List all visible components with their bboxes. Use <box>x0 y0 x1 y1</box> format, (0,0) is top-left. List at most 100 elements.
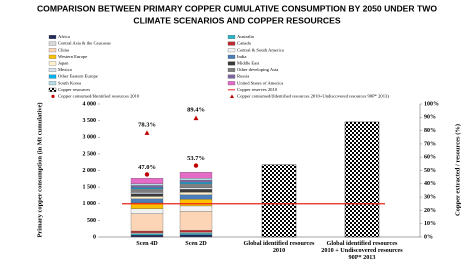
y2-tick-label: 50% <box>424 168 436 174</box>
y-tick-label: 2 500 <box>83 151 97 157</box>
legend-swatch <box>48 61 57 66</box>
legend-label: Copper resources <box>58 87 90 92</box>
legend-label: Canada <box>237 41 251 46</box>
value-label: 53.7% <box>187 155 205 162</box>
chart-title: COMPARISON BETWEEN PRIMARY COPPER CUMULA… <box>37 3 437 13</box>
legend-swatch <box>227 74 236 79</box>
bar-segment <box>130 188 164 193</box>
legend-swatch <box>230 94 234 98</box>
bar-segment <box>130 198 164 203</box>
legend-swatch <box>48 68 57 72</box>
y2-tick-label: 100% <box>424 101 439 107</box>
y2-tick-label: 10% <box>424 221 436 227</box>
bar-segment <box>130 185 164 188</box>
x-tick-label: Global identified resources 2010 <box>243 240 315 254</box>
resource-bar <box>344 121 380 238</box>
y-tick-label: 3 500 <box>83 118 97 124</box>
legend-swatch <box>48 41 57 46</box>
legend-swatch <box>48 81 57 86</box>
y2-axis-title: Copper extracted / resources (%) <box>454 124 461 216</box>
legend-swatch <box>227 48 236 53</box>
legend-swatch <box>48 74 57 79</box>
legend-label: Africa <box>58 34 70 39</box>
legend-swatch <box>227 35 236 39</box>
bar-segment <box>130 183 164 186</box>
bar-segment <box>179 194 213 200</box>
bar-segment <box>179 182 213 184</box>
bar-segment <box>130 234 164 238</box>
y2-tick-label: 80% <box>424 128 436 134</box>
y2-tick-label: 90% <box>424 115 436 121</box>
bar-segment <box>179 230 213 233</box>
legend-label: Australia <box>237 34 254 39</box>
legend-label: China <box>58 47 69 52</box>
ratio-marker <box>144 172 150 177</box>
legend-swatch <box>227 54 236 59</box>
bar-segment <box>130 177 164 184</box>
ratio-marker <box>193 115 199 121</box>
bar-segment <box>179 199 213 207</box>
bar-segment <box>179 211 213 231</box>
y-tick-label: 2 000 <box>83 168 97 174</box>
bar-segment <box>179 234 213 238</box>
ratio-marker <box>144 130 150 135</box>
legend-label: Copper consumed/Identified resources 201… <box>58 93 140 98</box>
legend-swatch <box>227 81 236 86</box>
legend-label: South Korea <box>58 80 81 85</box>
legend-swatch <box>227 41 236 46</box>
bar-segment <box>179 233 213 235</box>
legend-label: Middle East <box>237 60 260 65</box>
y2-tick-label: 40% <box>424 181 436 187</box>
x-tick-label: Scen 2D <box>185 240 207 247</box>
legend-label: Central & South America <box>237 47 284 52</box>
y-tick-label: 4 000 <box>83 101 97 107</box>
y-tick-label: 1 500 <box>83 185 97 191</box>
legend-label: Other Eastern Europe <box>58 74 98 79</box>
legend-label: Japan <box>58 60 69 65</box>
y2-tick-label: 60% <box>424 155 436 161</box>
bar-segment <box>130 196 164 199</box>
value-label: 47.0% <box>138 164 156 171</box>
legend-swatch <box>48 35 57 39</box>
chart-title: CLIMATE SCENARIOS AND COPPER RESOURCES <box>133 15 340 25</box>
ratio-marker <box>193 163 199 168</box>
bar-segment <box>179 179 213 183</box>
y-axis-title: Primary copper consumption (in Mt cumula… <box>36 102 43 237</box>
legend-swatch <box>227 61 236 66</box>
bar-segment <box>130 192 164 194</box>
bar-segment <box>130 187 164 189</box>
bar-segment <box>179 172 213 179</box>
bar-segment <box>179 178 213 181</box>
x-tick-label: Scen 4D <box>136 240 158 247</box>
legend-label: Other developing Asia <box>237 67 278 72</box>
bar-segment <box>130 213 164 232</box>
value-label: 78.3% <box>138 121 156 128</box>
bar-segment <box>130 193 164 197</box>
legend-label: Copper consumed/(Identified resources 20… <box>237 93 389 98</box>
resource-bar <box>261 164 297 238</box>
legend-label: Mexico <box>58 67 73 72</box>
y2-tick-label: 30% <box>424 194 436 200</box>
y-tick-label: 0 <box>93 234 96 240</box>
y2-tick-label: 70% <box>424 141 436 147</box>
legend-label: Central Asia & the Caucasus <box>58 41 111 46</box>
legend-label: Copper reserves 2010 <box>237 87 278 92</box>
legend-swatch <box>48 54 57 59</box>
bar-segment <box>130 230 164 233</box>
y2-tick-label: 20% <box>424 208 436 214</box>
value-label: 89.4% <box>187 107 205 114</box>
legend-swatch <box>48 87 57 92</box>
legend-swatch <box>51 94 55 98</box>
bar-segment <box>179 192 213 195</box>
y-tick-label: 500 <box>87 218 96 224</box>
y-tick-label: 1 000 <box>83 201 97 207</box>
x-tick-label: Global identified resources 2010 + Undis… <box>321 240 403 261</box>
y-tick-label: 3 000 <box>83 135 97 141</box>
bar-segment <box>179 183 213 188</box>
legend-label: Russia <box>237 74 249 79</box>
legend-label: United States of America <box>237 80 283 85</box>
legend-label: India <box>237 54 246 59</box>
legend-swatch <box>48 48 57 53</box>
